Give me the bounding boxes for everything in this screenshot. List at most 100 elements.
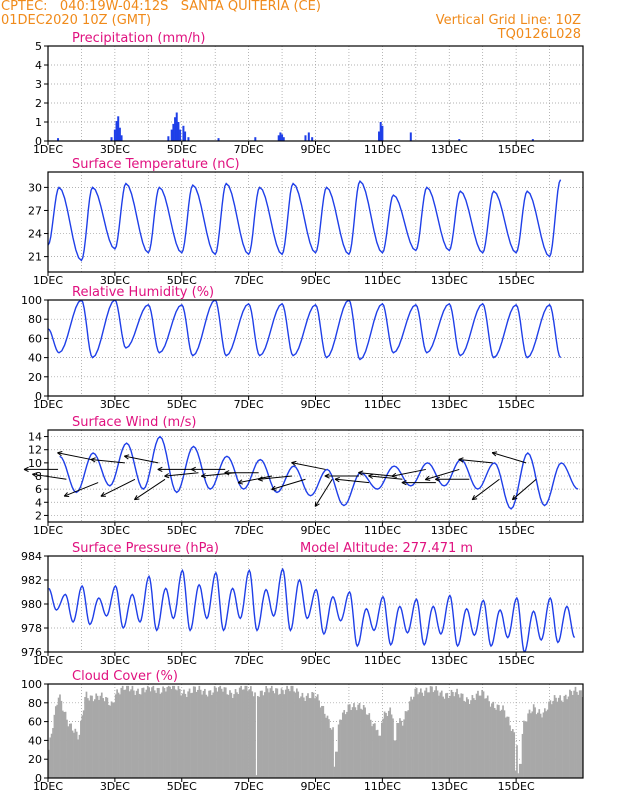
cloud-bar: [386, 715, 389, 778]
cloud-bar: [387, 710, 390, 778]
vertical-grid-note: Vertical Grid Line: 10Z: [435, 13, 581, 28]
y-tick-label: 21: [28, 251, 42, 264]
x-tick-label: 9DEC: [300, 780, 330, 793]
x-tick-label: 1DEC: [33, 143, 63, 156]
panel-precipitation: 0 1 2 3 4 5 1DEC 3DEC 5DEC 7DEC 9DEC 11DEC 13DEC 15DE…: [33, 31, 584, 156]
cloud-bar: [460, 693, 463, 778]
cloud-bar: [192, 686, 195, 778]
panel-pressure: 976 978 980 982 984 1DEC 3DEC 5DEC 7DEC 9DEC 11DEC…: [21, 541, 584, 667]
cloud-bar: [61, 710, 64, 778]
temperature-title: Surface Temperature (nC): [72, 157, 240, 172]
cloud-bar: [213, 686, 216, 778]
cloud-bar: [105, 697, 107, 778]
cloud-bar: [163, 687, 166, 778]
cloud-bar: [103, 701, 106, 778]
cloud-bar: [240, 685, 242, 778]
cloud-bar: [248, 689, 251, 778]
cloud-bar: [571, 694, 574, 778]
cloud-bar: [256, 695, 259, 778]
cloud-bar: [450, 689, 453, 778]
cloud-bar: [57, 697, 60, 778]
precip-bar: [118, 127, 121, 141]
cloud-bar: [574, 686, 577, 778]
cloud-bar: [513, 732, 516, 778]
wind-arrow: [424, 468, 460, 481]
cloud-bar: [428, 692, 431, 778]
cloud-bar: [215, 687, 217, 778]
cloud-bar: [438, 695, 440, 778]
temperature-series: [48, 179, 562, 262]
cloud-bar: [314, 698, 316, 778]
cloud-bar: [453, 696, 456, 778]
cloud-bar: [378, 735, 380, 778]
cloud-bar: [190, 693, 192, 778]
precip-bar: [409, 132, 412, 141]
cloud-bar: [411, 699, 414, 778]
cloud-bar: [403, 719, 405, 778]
cloud-bar: [156, 687, 159, 778]
cloud-bar: [408, 701, 411, 778]
cloud-bar: [216, 691, 219, 778]
cloud-bar: [560, 700, 563, 778]
cloud-bar: [233, 694, 235, 778]
cloud-bar: [78, 734, 81, 778]
cloud-bar: [445, 693, 447, 778]
cloud-bar: [475, 693, 478, 778]
cloud-bar: [410, 696, 412, 778]
cloud-bar: [492, 701, 495, 778]
cloud-bar: [361, 709, 364, 778]
cloud-bar: [380, 722, 383, 778]
cloud-bar: [237, 694, 240, 778]
cloud-bar: [241, 689, 244, 778]
cloud-bar: [514, 770, 517, 778]
cloud-bar: [84, 697, 86, 778]
cloud-bar: [291, 685, 294, 778]
x-tick-label: 13DEC: [431, 780, 468, 793]
cloud-bar: [489, 706, 492, 778]
cloud-bar: [293, 691, 295, 778]
y-tick-label: 30: [28, 181, 42, 194]
wind-title: Surface Wind (m/s): [72, 415, 196, 430]
cloud-bar: [459, 697, 461, 778]
cloud-bar: [166, 687, 169, 778]
cloud-bar: [343, 710, 346, 778]
cloud-series: [48, 685, 583, 778]
cloud-bar: [523, 720, 525, 778]
cloud-bar: [139, 694, 142, 778]
cloud-bar: [151, 687, 153, 778]
cloud-bar: [573, 690, 575, 778]
cloud-bar: [375, 730, 378, 778]
cloud-bar: [191, 692, 194, 778]
cloud-bar: [53, 714, 56, 778]
cloud-bar: [362, 704, 365, 778]
cloud-bar: [467, 699, 470, 778]
cloud-bar: [503, 710, 506, 778]
cloud-bar: [137, 688, 139, 778]
cloud-bar: [75, 731, 78, 778]
temperature-grid: [47, 172, 584, 272]
cloud-bar: [229, 690, 231, 778]
cloud-bar: [123, 689, 125, 778]
cloud-bar: [64, 711, 67, 778]
x-tick-label: 5DEC: [167, 398, 197, 411]
cloud-bar: [484, 698, 486, 778]
cloud-bar: [564, 694, 567, 778]
cloud-bar: [301, 692, 304, 778]
x-tick-label: 3DEC: [100, 398, 130, 411]
cloud-bar: [80, 720, 82, 778]
cloud-bar: [383, 711, 386, 778]
cloud-bar: [152, 685, 155, 778]
humidity-frame: [47, 299, 584, 397]
cloud-bar: [185, 696, 188, 778]
cloud-bar: [364, 707, 366, 778]
x-tick-label: 3DEC: [100, 654, 130, 667]
cloud-bar: [119, 694, 121, 778]
cloud-bar: [504, 717, 507, 778]
cloud-bar: [404, 711, 407, 778]
cloud-bar: [357, 704, 359, 778]
cloud-bar: [204, 688, 206, 778]
wind-arrow: [32, 472, 67, 480]
cloud-bar: [457, 694, 460, 778]
precipitation-series: [57, 112, 534, 141]
x-tick-label: 3DEC: [100, 780, 130, 793]
